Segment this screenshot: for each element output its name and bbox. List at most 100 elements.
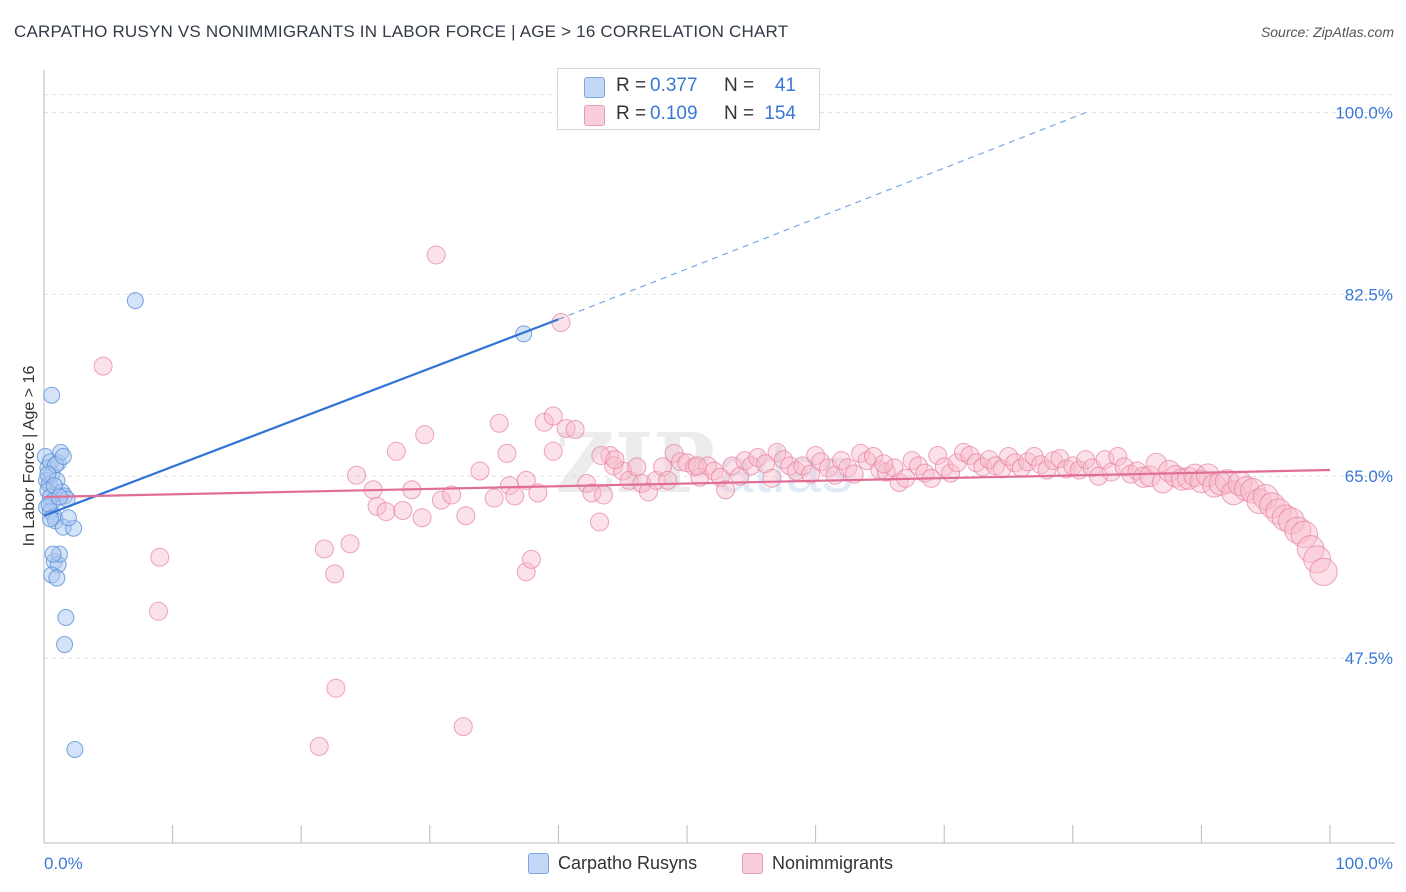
legend-n-value: 154 — [764, 103, 796, 124]
nonimmigrants-point — [1127, 461, 1147, 481]
carpatho-trend-extension — [558, 112, 1086, 320]
y-tick-label: 100.0% — [1335, 104, 1393, 123]
nonimmigrants-point — [767, 442, 787, 462]
nonimmigrants-point — [755, 454, 775, 474]
series-swatch-carpatho — [528, 853, 549, 874]
nonimmigrants-point — [928, 445, 948, 465]
carpatho-point — [44, 545, 62, 563]
nonimmigrants-point — [874, 454, 894, 474]
nonimmigrants-point — [687, 456, 707, 476]
nonimmigrants-point — [505, 486, 525, 506]
nonimmigrants-point — [1114, 457, 1134, 477]
series-label-carpatho: Carpatho Rusyns — [558, 853, 698, 873]
nonimmigrants-point — [376, 502, 396, 522]
y-tick-label: 47.5% — [1345, 649, 1393, 668]
nonimmigrants-point — [528, 483, 548, 503]
nonimmigrants-point — [1031, 455, 1051, 475]
series-label-nonimmigrants: Nonimmigrants — [772, 853, 894, 873]
nonimmigrants-point — [762, 468, 782, 488]
nonimmigrants-point — [326, 678, 346, 698]
legend-row-nonimmigrants: R = 0.109 N = 154 — [558, 101, 819, 129]
nonimmigrants-point — [393, 501, 413, 521]
carpatho-point — [66, 740, 84, 758]
nonimmigrants-point — [1189, 469, 1214, 494]
y-tick-label: 82.5% — [1345, 285, 1393, 304]
nonimmigrants-point — [470, 461, 490, 481]
nonimmigrants-point — [638, 482, 658, 502]
nonimmigrants-point — [908, 456, 928, 476]
nonimmigrants-point — [604, 456, 624, 476]
nonimmigrants-point — [590, 512, 610, 532]
legend-r-value: 0.377 — [650, 75, 698, 96]
nonimmigrants-point — [309, 736, 329, 756]
legend-row-carpatho: R = 0.377 N = 41 — [558, 73, 819, 101]
nonimmigrants-point — [851, 443, 871, 463]
nonimmigrants-point — [340, 534, 360, 554]
carpatho-point — [56, 636, 74, 654]
carpatho-point — [54, 448, 72, 465]
nonimmigrants-point — [960, 445, 980, 465]
nonimmigrants-point — [314, 539, 334, 559]
x-tick-label: 0.0% — [44, 854, 83, 873]
nonimmigrants-point — [1151, 471, 1174, 494]
nonimmigrants-point — [325, 564, 345, 584]
series-legend: Carpatho Rusyns Nonimmigrants — [0, 852, 1406, 878]
nonimmigrants-point — [521, 549, 541, 569]
carpatho-point — [48, 569, 66, 587]
correlation-legend: R = 0.377 N = 41 R = 0.109 N = 154 — [557, 68, 820, 130]
nonimmigrants-point — [565, 419, 585, 439]
nonimmigrants-point — [591, 445, 611, 465]
carpatho-point — [43, 386, 61, 404]
nonimmigrants-point — [1018, 452, 1038, 472]
y-tick-label: 65.0% — [1345, 467, 1393, 486]
nonimmigrants-point — [516, 470, 536, 490]
nonimmigrants-point — [516, 562, 536, 582]
nonimmigrants-point — [722, 456, 742, 476]
nonimmigrants-point — [716, 480, 736, 500]
nonimmigrants-point — [1309, 557, 1338, 586]
nonimmigrants-point — [148, 601, 168, 621]
nonimmigrants-point — [543, 441, 563, 461]
nonimmigrants-point — [551, 312, 571, 332]
nonimmigrants-point — [442, 485, 462, 505]
nonimmigrants-point — [831, 451, 851, 471]
nonimmigrants-point — [456, 506, 476, 526]
nonimmigrants-point — [346, 465, 366, 485]
legend-swatch-carpatho — [584, 77, 605, 98]
nonimmigrants-point — [786, 461, 806, 481]
nonimmigrants-point — [415, 425, 435, 445]
nonimmigrants-point — [613, 461, 633, 481]
legend-r-label: R = — [616, 75, 647, 96]
x-tick-label: 100.0% — [1335, 854, 1393, 873]
nonimmigrants-point — [1108, 447, 1128, 466]
nonimmigrants-point — [902, 451, 922, 471]
nonimmigrants-point — [605, 450, 625, 470]
nonimmigrants-point — [412, 508, 432, 528]
legend-swatch-nonimmigrants — [584, 105, 605, 126]
nonimmigrants-point — [1095, 450, 1115, 470]
nonimmigrants-point — [431, 490, 451, 510]
legend-n-value: 41 — [774, 75, 796, 96]
nonimmigrants-point — [497, 443, 517, 463]
legend-n-label: N = — [724, 103, 755, 124]
nonimmigrants-point — [489, 413, 509, 433]
nonimmigrants-trend-line — [43, 468, 1331, 499]
nonimmigrants-point — [593, 485, 613, 505]
nonimmigrants-point — [582, 483, 602, 503]
nonimmigrants-point — [748, 448, 768, 468]
nonimmigrants-point — [93, 356, 113, 376]
nonimmigrants-point — [658, 470, 678, 490]
nonimmigrants-point — [698, 456, 718, 476]
carpatho-point — [57, 609, 75, 627]
carpatho-point — [515, 325, 533, 343]
legend-r-value: 0.109 — [650, 103, 698, 124]
nonimmigrants-point — [806, 445, 826, 465]
nonimmigrants-point — [1290, 520, 1319, 549]
nonimmigrants-point — [811, 452, 831, 472]
legend-n-label: N = — [724, 75, 755, 96]
nonimmigrants-point — [793, 456, 813, 476]
carpatho-point — [59, 509, 77, 527]
nonimmigrants-point — [1089, 466, 1109, 486]
nonimmigrants-point — [690, 467, 710, 487]
